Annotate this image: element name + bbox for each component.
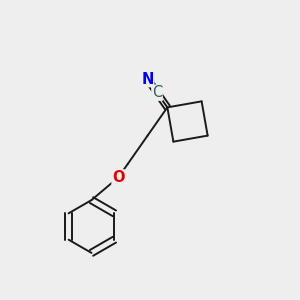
Text: C: C xyxy=(152,85,162,100)
Text: O: O xyxy=(112,170,124,185)
Text: N: N xyxy=(141,72,154,87)
